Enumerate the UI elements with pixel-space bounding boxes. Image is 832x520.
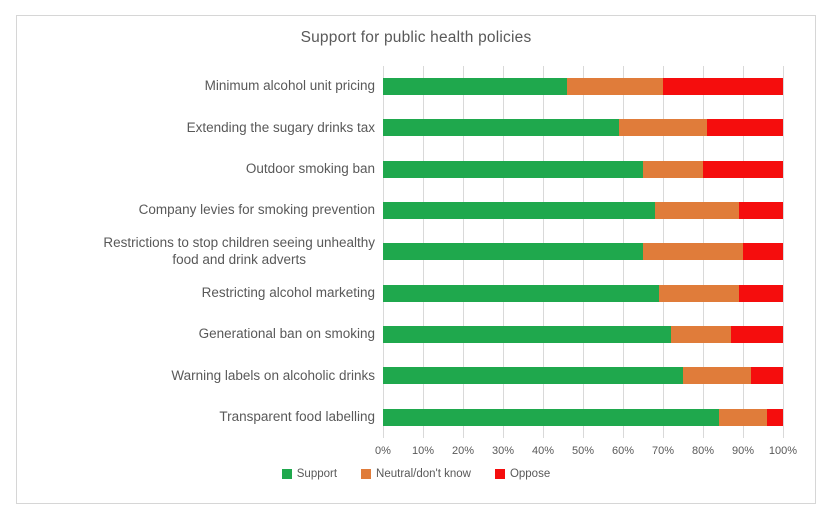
bar-segment-oppose	[767, 408, 783, 426]
bar-segment-neutral-don-t-know	[643, 160, 703, 178]
legend-swatch-icon	[281, 469, 292, 479]
x-tick-label: 10%	[411, 445, 435, 457]
x-tick-label: 100%	[768, 445, 798, 457]
bar-segment-neutral-don-t-know	[643, 243, 743, 261]
category-label-cell: Minimum alcohol unit pricing	[17, 78, 383, 95]
x-tick-label: 70%	[651, 445, 675, 457]
bar-segment-neutral-don-t-know	[719, 408, 767, 426]
chart-row: Extending the sugary drinks tax	[17, 107, 783, 148]
bar-segment-support	[383, 202, 655, 220]
chart-row: Generational ban on smoking	[17, 314, 783, 355]
bar-segment-oppose	[731, 326, 783, 344]
bar-segment-support	[383, 408, 719, 426]
x-tick-label: 0%	[375, 445, 391, 457]
bar-track	[383, 243, 783, 261]
bar-track	[383, 284, 783, 302]
legend-swatch-icon	[494, 469, 505, 479]
category-label: Generational ban on smoking	[198, 326, 375, 342]
bar-segment-oppose	[703, 160, 783, 178]
category-label: Company levies for smoking prevention	[138, 202, 375, 218]
category-label: Restrictions to stop children seeing unh…	[103, 235, 375, 267]
category-label: Extending the sugary drinks tax	[186, 119, 375, 135]
x-tick-label: 20%	[451, 445, 475, 457]
category-label-cell: Extending the sugary drinks tax	[17, 120, 383, 137]
bar-segment-neutral-don-t-know	[567, 78, 663, 96]
chart-row: Restrictions to stop children seeing unh…	[17, 231, 783, 272]
bar-track	[383, 408, 783, 426]
chart-title: Support for public health policies	[300, 29, 532, 46]
legend-label: Oppose	[509, 468, 551, 480]
legend-item: Neutral/don't know	[361, 468, 471, 480]
chart-rows: Minimum alcohol unit pricing Extending th…	[17, 66, 783, 438]
bar-segment-support	[383, 367, 683, 385]
x-axis: 0% 10% 20% 30% 40% 50% 60% 70% 80% 90% 100%	[375, 445, 797, 461]
bar-segment-oppose	[739, 284, 783, 302]
category-label-cell: Restricting alcohol marketing	[17, 285, 383, 302]
x-tick-label: 50%	[571, 445, 595, 457]
bar-segment-oppose	[707, 119, 783, 137]
bar-segment-oppose	[743, 243, 783, 261]
bar-track	[383, 202, 783, 220]
x-tick-label: 80%	[691, 445, 715, 457]
legend-swatch-icon	[361, 469, 372, 479]
bar-segment-neutral-don-t-know	[619, 119, 707, 137]
bar-segment-support	[383, 160, 643, 178]
legend-item: Oppose	[494, 468, 551, 480]
category-label: Warning labels on alcoholic drinks	[171, 367, 375, 383]
category-label: Transparent food labelling	[219, 408, 375, 424]
category-label-cell: Company levies for smoking prevention	[17, 202, 383, 219]
bar-segment-support	[383, 119, 619, 137]
category-label-cell: Outdoor smoking ban	[17, 161, 383, 178]
bar-segment-neutral-don-t-know	[659, 284, 739, 302]
bar-track	[383, 160, 783, 178]
bar-segment-oppose	[739, 202, 783, 220]
chart-row: Warning labels on alcoholic drinks	[17, 355, 783, 396]
chart-row: Restricting alcohol marketing	[17, 273, 783, 314]
bar-segment-neutral-don-t-know	[683, 367, 751, 385]
category-label-cell: Restrictions to stop children seeing unh…	[17, 235, 383, 269]
x-tick-label: 30%	[491, 445, 515, 457]
bar-segment-oppose	[751, 367, 783, 385]
bar-segment-oppose	[663, 78, 783, 96]
category-label: Minimum alcohol unit pricing	[204, 78, 375, 94]
bar-segment-support	[383, 326, 671, 344]
bar-segment-neutral-don-t-know	[671, 326, 731, 344]
legend-label: Neutral/don't know	[376, 468, 471, 480]
bar-track	[383, 119, 783, 137]
bar-track	[383, 78, 783, 96]
chart-row: Company levies for smoking prevention	[17, 190, 783, 231]
category-label: Outdoor smoking ban	[245, 160, 375, 176]
bar-track	[383, 326, 783, 344]
bar-segment-support	[383, 78, 567, 96]
legend-label: Support	[296, 468, 338, 480]
category-label-cell: Generational ban on smoking	[17, 326, 383, 343]
bar-segment-support	[383, 243, 643, 261]
legend: Support Neutral/don't know Oppose	[17, 468, 815, 480]
category-label-cell: Transparent food labelling	[17, 409, 383, 426]
x-tick-label: 60%	[611, 445, 635, 457]
category-label: Restricting alcohol marketing	[201, 284, 375, 300]
chart-row: Transparent food labelling	[17, 397, 783, 438]
category-label-cell: Warning labels on alcoholic drinks	[17, 368, 383, 385]
chart-frame: Support for public health policies Minim…	[16, 15, 816, 504]
bar-segment-neutral-don-t-know	[655, 202, 739, 220]
x-tick-label: 90%	[731, 445, 755, 457]
bar-segment-support	[383, 284, 659, 302]
chart-row: Outdoor smoking ban	[17, 149, 783, 190]
legend-item: Support	[281, 468, 338, 480]
chart-row: Minimum alcohol unit pricing	[17, 66, 783, 107]
x-tick-label: 40%	[531, 445, 555, 457]
bar-track	[383, 367, 783, 385]
